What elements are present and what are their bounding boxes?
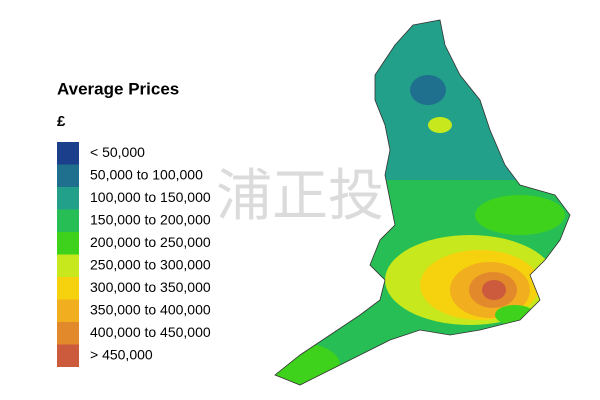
legend-label: 50,000 to 100,000 (90, 166, 203, 182)
region-fill (495, 305, 535, 325)
legend-unit: £ (57, 113, 66, 130)
map-outline (274, 19, 571, 386)
legend: < 50,000 50,000 to 100,000 100,000 to 150,… (57, 142, 211, 367)
legend-swatch (57, 164, 79, 187)
region-fill (428, 117, 452, 133)
region-fill (275, 343, 340, 385)
region-fill (410, 75, 446, 105)
legend-label: 150,000 to 200,000 (90, 211, 211, 227)
legend-title: Average Prices (57, 79, 179, 98)
legend-swatch (57, 322, 79, 345)
legend-label: < 50,000 (90, 144, 145, 160)
legend-swatch (57, 299, 79, 322)
legend-swatch (57, 209, 79, 232)
legend-label: 350,000 to 400,000 (90, 301, 211, 317)
legend-swatch (57, 187, 79, 210)
watermark: 浦正投 (216, 164, 384, 227)
legend-swatch (57, 232, 79, 255)
legend-label: 100,000 to 150,000 (90, 189, 211, 205)
legend-label: 400,000 to 450,000 (90, 324, 211, 340)
legend-swatch (57, 142, 79, 165)
legend-label: 250,000 to 300,000 (90, 256, 211, 272)
legend-label: > 450,000 (90, 346, 153, 362)
region-fill (475, 195, 565, 235)
legend-swatch (57, 254, 79, 277)
legend-label: 300,000 to 350,000 (90, 279, 211, 295)
legend-swatch (57, 277, 79, 300)
legend-swatch (57, 344, 79, 367)
legend-label: 200,000 to 250,000 (90, 234, 211, 250)
region-fill (482, 280, 506, 300)
